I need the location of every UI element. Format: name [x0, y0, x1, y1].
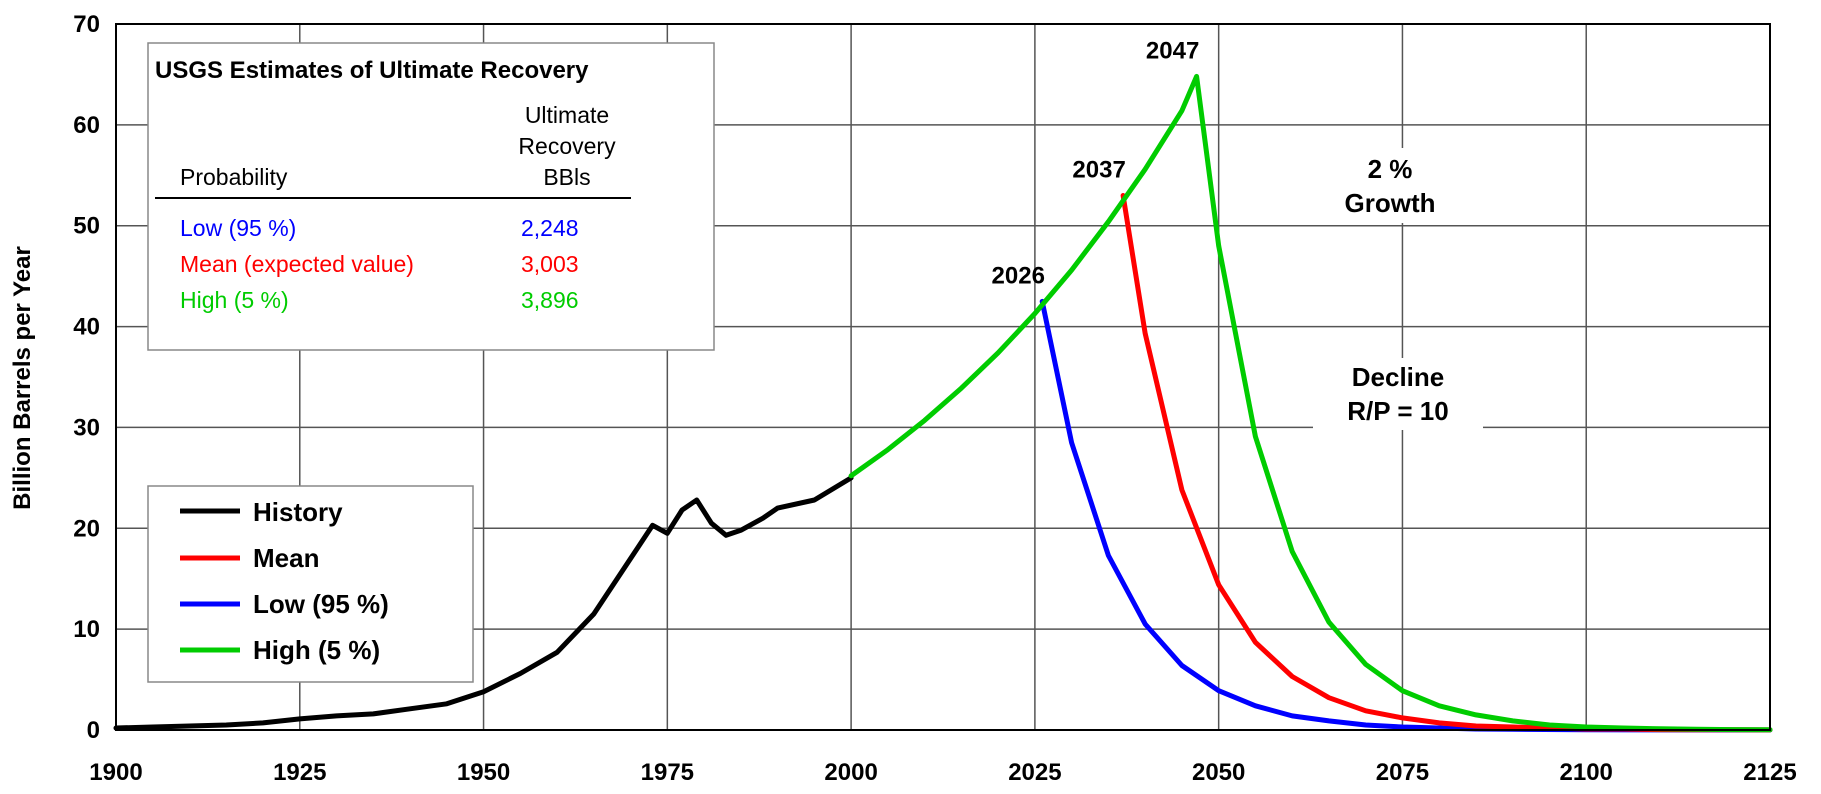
- peak-label-2026: 2026: [992, 262, 1045, 289]
- x-tick-label-1900: 1900: [89, 759, 142, 786]
- recovery-table: USGS Estimates of Ultimate Recovery Ulti…: [147, 42, 715, 351]
- legend-label-history: History: [253, 497, 343, 527]
- decline-annotation-line1: Decline: [1352, 362, 1445, 392]
- y-tick-label-10: 10: [73, 616, 100, 643]
- x-tick-label-2050: 2050: [1192, 759, 1245, 786]
- legend-label-mean: Mean: [253, 543, 319, 573]
- peak-labels: 2026 2037 2047: [992, 37, 1200, 289]
- y-axis-label: Billion Barrels per Year: [9, 246, 36, 510]
- table-col2-header-line2: Recovery: [518, 133, 616, 159]
- decline-annotation: Decline R/P = 10: [1313, 358, 1483, 430]
- decline-annotation-line2: R/P = 10: [1347, 396, 1448, 426]
- series-line-mean: [1120, 193, 1773, 733]
- x-tick-label-2000: 2000: [824, 759, 877, 786]
- legend: History Mean Low (95 %) High (5 %): [147, 485, 474, 683]
- growth-annotation: 2 % Growth: [1305, 148, 1475, 223]
- y-tick-label-70: 70: [73, 11, 100, 38]
- legend-label-low: Low (95 %): [253, 589, 389, 619]
- table-title: USGS Estimates of Ultimate Recovery: [155, 57, 589, 84]
- growth-annotation-line2: Growth: [1345, 188, 1436, 218]
- x-tick-label-2025: 2025: [1008, 759, 1061, 786]
- table-col1-header: Probability: [180, 164, 288, 190]
- table-row-high-label: High (5 %): [180, 287, 289, 313]
- y-tick-label-0: 0: [87, 717, 100, 744]
- x-tick-label-1975: 1975: [641, 759, 694, 786]
- growth-annotation-line1: 2 %: [1368, 154, 1413, 184]
- table-col2-header-line1: Ultimate: [525, 102, 609, 128]
- y-tick-label-30: 30: [73, 414, 100, 441]
- legend-label-high: High (5 %): [253, 635, 380, 665]
- table-col2-header-line3: BBls: [543, 164, 590, 190]
- table-row-high-value: 3,896: [521, 287, 579, 313]
- peak-label-2037: 2037: [1072, 156, 1125, 183]
- series-line-history: [113, 475, 854, 731]
- table-row-low-value: 2,248: [521, 215, 579, 241]
- table-row-mean-label: Mean (expected value): [180, 251, 414, 277]
- table-row-mean-value: 3,003: [521, 251, 579, 277]
- x-tick-label-1925: 1925: [273, 759, 326, 786]
- y-tick-label-50: 50: [73, 213, 100, 240]
- x-tick-label-1950: 1950: [457, 759, 510, 786]
- y-tick-label-40: 40: [73, 314, 100, 341]
- series-line-high-5: [848, 73, 1773, 733]
- y-tick-label-60: 60: [73, 112, 100, 139]
- plot-frame: [115, 23, 1771, 731]
- axis-ticks: 1900 1925 1950 1975 2000 2025 2050 2075 2100 2125…: [73, 11, 1796, 786]
- x-tick-label-2125: 2125: [1743, 759, 1796, 786]
- x-tick-label-2100: 2100: [1560, 759, 1613, 786]
- peak-label-2047: 2047: [1146, 37, 1199, 64]
- y-tick-label-20: 20: [73, 515, 100, 542]
- table-row-low-label: Low (95 %): [180, 215, 296, 241]
- x-tick-label-2075: 2075: [1376, 759, 1429, 786]
